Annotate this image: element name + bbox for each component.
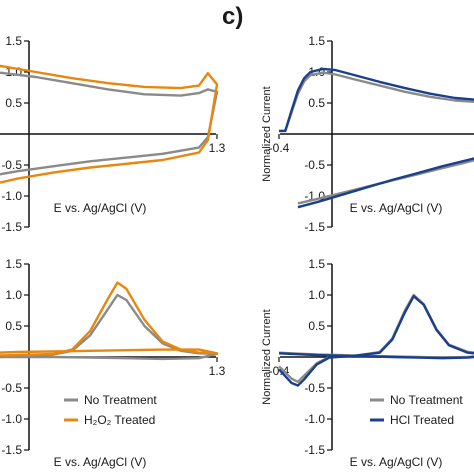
y-tick-label: -0.5 <box>304 381 325 395</box>
series-line-1 <box>0 71 219 176</box>
y-tick-label: -1.5 <box>304 443 325 457</box>
panels: 1.5 1.0 0.5 -0.5 -1.0 -1.5 1.3 E vs. Ag/AgCl (V… <box>0 34 474 469</box>
x-axis-label: E vs. Ag/AgCl (V) <box>350 201 443 215</box>
y-tick-label: 1.0 <box>5 288 22 302</box>
chart-bottom-left: 1.5 1.0 0.5 -0.5 -1.0 -1.5 1.3 E vs. Ag/AgCl (V… <box>0 257 226 469</box>
panel-label: c) <box>222 3 243 30</box>
legend-label: No Treatment <box>84 393 157 407</box>
y-tick-label: -1.5 <box>1 443 22 457</box>
x-tick-label: 1.3 <box>209 364 226 378</box>
x-tick-label: -0.4 <box>269 141 290 155</box>
chart-top-left: 1.51.00.5-0.5-1.0-1.51.3E vs. Ag/AgCl (V… <box>0 34 226 234</box>
y-tick-label: -1.0 <box>1 412 22 426</box>
y-tick-label: 0.5 <box>308 96 325 110</box>
y-tick-label: -0.5 <box>1 158 22 172</box>
series-line-2 <box>279 67 474 209</box>
y-tick-label: 1.5 <box>5 257 22 271</box>
legend: No Treatment HCl Treated <box>370 393 463 427</box>
x-axis-label: E vs. Ag/AgCl (V) <box>54 455 147 469</box>
y-axis-label: Normalized Current <box>261 86 273 181</box>
legend-label: H₂O₂ Treated <box>84 413 155 427</box>
y-tick-label: -0.5 <box>1 381 22 395</box>
y-tick-label: -1.0 <box>304 412 325 426</box>
series-line-2 <box>278 295 474 387</box>
x-tick-label: 1.3 <box>209 141 226 155</box>
y-tick-label: 1.5 <box>308 257 325 271</box>
legend-label: HCl Treated <box>390 413 454 427</box>
y-tick-label: 0.5 <box>5 319 22 333</box>
legend-label: No Treatment <box>390 393 463 407</box>
y-tick-label: -1.5 <box>304 220 325 234</box>
y-tick-label: 0.5 <box>308 319 325 333</box>
x-axis-label: E vs. Ag/AgCl (V) <box>350 455 443 469</box>
y-tick-label: -0.5 <box>304 158 325 172</box>
y-tick-label: 1.5 <box>5 34 22 48</box>
y-tick-label: 1.5 <box>308 34 325 48</box>
series-line-2 <box>0 64 219 184</box>
series-line-1 <box>0 293 219 361</box>
series-line-2 <box>0 281 219 357</box>
y-tick-label: 0.5 <box>5 96 22 110</box>
y-tick-label: 1.0 <box>308 288 325 302</box>
y-tick-label: -1.5 <box>1 220 22 234</box>
legend: No Treatment H₂O₂ Treated <box>64 393 157 427</box>
chart-top-right: 1.51.00.5-0.5-1.0-1.5-0.4E vs. Ag/AgCl (… <box>261 34 474 234</box>
chart-bottom-right: 1.51.00.5-0.5-1.0-1.5-0.4E vs. Ag/AgCl (… <box>261 257 474 469</box>
x-axis-label: E vs. Ag/AgCl (V) <box>54 201 147 215</box>
y-axis-label: Normalized Current <box>261 309 273 404</box>
y-tick-label: -1.0 <box>1 189 22 203</box>
